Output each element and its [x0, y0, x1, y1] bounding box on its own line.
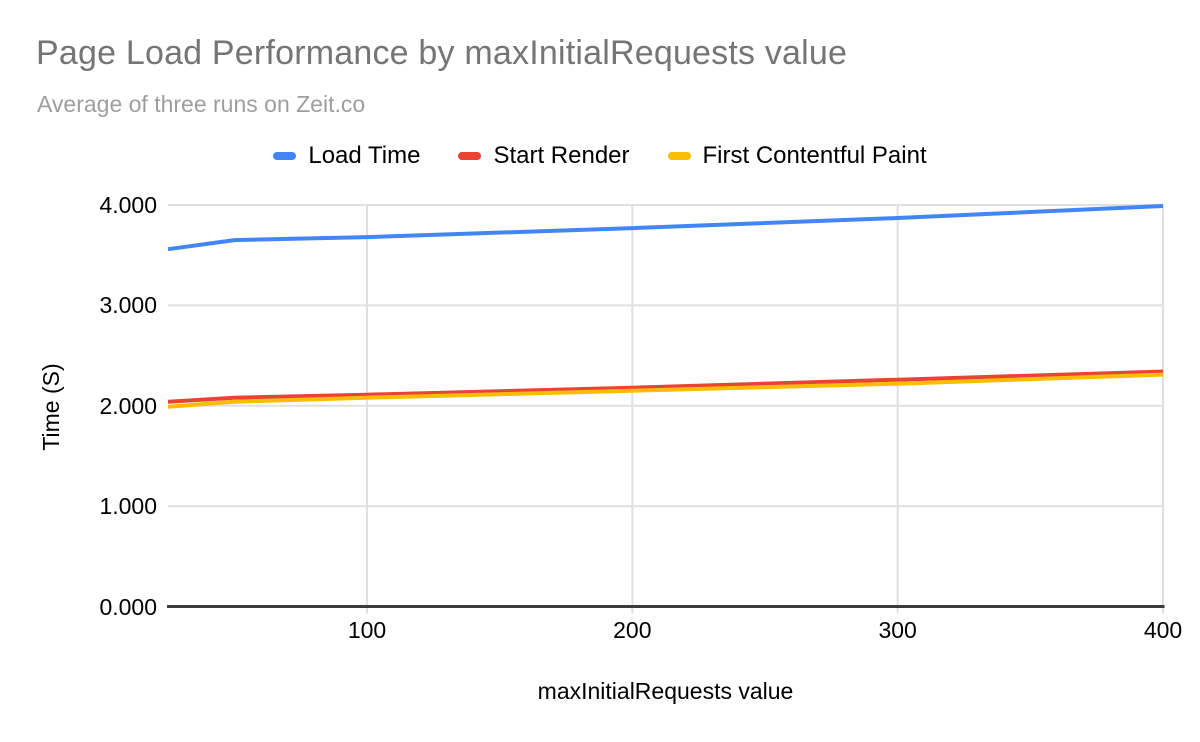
legend-item-first-contentful-paint: First Contentful Paint: [667, 142, 927, 170]
y-tick-label: 1.000: [99, 493, 157, 520]
y-axis-title: Time (S): [38, 363, 64, 451]
x-tick-label: 300: [878, 617, 917, 643]
chart-title: Page Load Performance by maxInitialReque…: [36, 34, 848, 72]
legend-swatch-load-time: [273, 152, 297, 160]
x-tick-label: 400: [1143, 617, 1183, 643]
y-tick-label: 3.000: [99, 292, 157, 319]
legend: Load Time Start Render First Contentful Pa…: [0, 142, 1200, 170]
legend-swatch-first-contentful-paint: [667, 152, 691, 160]
y-tick-label: 0.000: [99, 593, 157, 620]
legend-label: First Contentful Paint: [702, 142, 927, 169]
series-line-first-contentful-paint: [167, 372, 1164, 409]
chart-subtitle: Average of three runs on Zeit.co: [37, 91, 366, 117]
legend-item-load-time: Load Time: [273, 142, 420, 170]
legend-label: Start Render: [493, 142, 630, 169]
x-tick-label: 100: [347, 617, 387, 643]
legend-label: Load Time: [308, 142, 421, 169]
series-line-load-time: [167, 204, 1164, 252]
legend-item-start-render: Start Render: [458, 142, 630, 170]
legend-swatch-start-render: [458, 152, 482, 160]
y-tick-label: 2.000: [99, 392, 157, 419]
series-line-start-render: [167, 369, 1164, 404]
y-tick-label: 4.000: [99, 192, 157, 218]
x-tick-label: 200: [613, 617, 652, 643]
x-axis-title: maxInitialRequests value: [537, 678, 794, 704]
